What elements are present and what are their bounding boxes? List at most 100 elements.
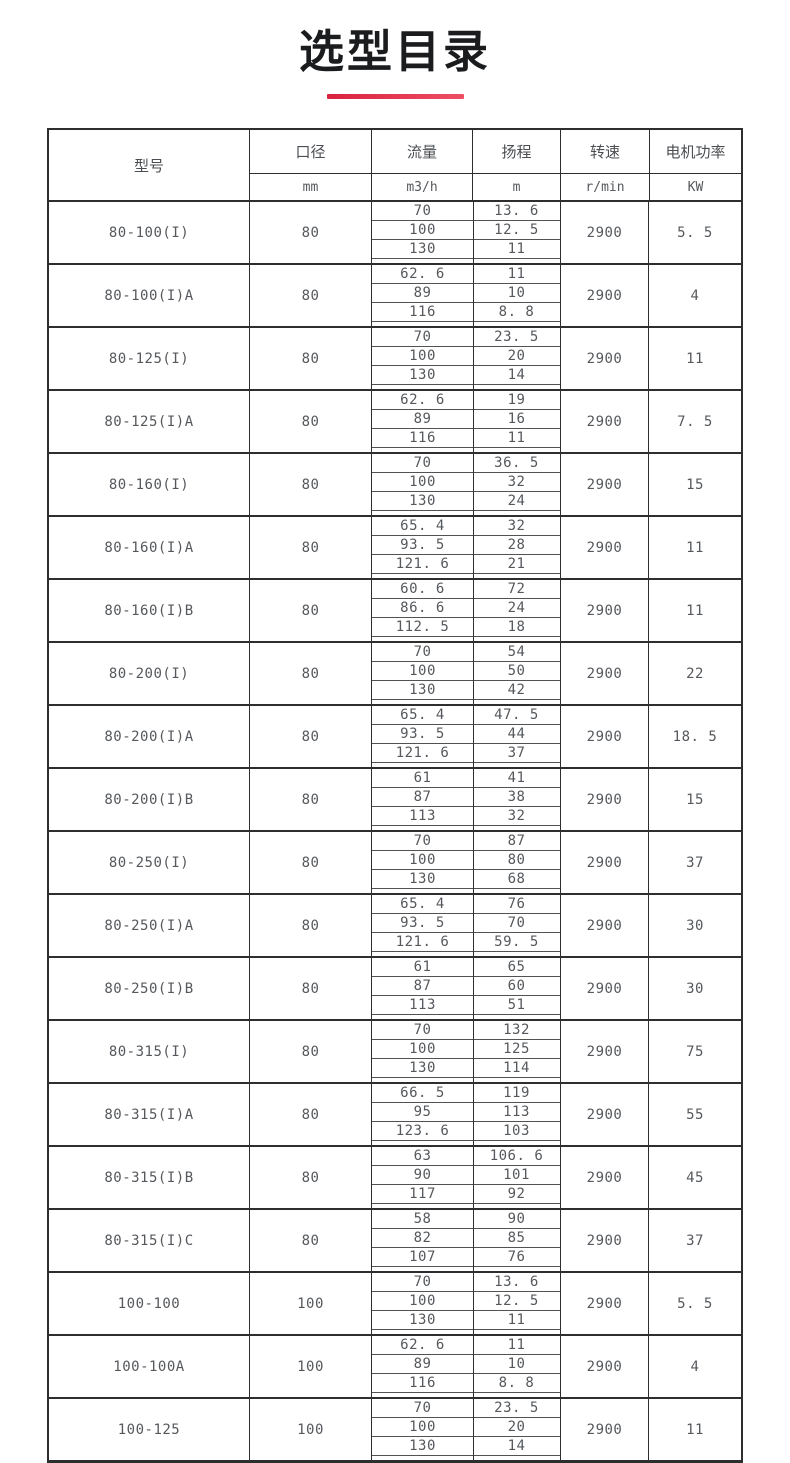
flow-head-cell: 70 23. 5 100 20 130 14 [372,1399,561,1460]
flow-head-subrow: 70 132 [372,1021,560,1040]
flow-head-subrow: 70 13. 6 [372,1273,560,1292]
flow-value: 65. 4 [400,707,445,723]
unit-flow: m3/h [372,174,473,200]
flow-head-subrow: 117 92 [372,1185,560,1204]
flow-head-cell: 61 65 87 60 113 51 [372,958,561,1019]
flow-head-cell: 65. 4 32 93. 5 28 121. 6 21 [372,517,561,578]
flow-head-subrow: 62. 6 11 [372,1336,560,1355]
flow-head-divider [473,517,474,578]
flow-head-subrow: 95 113 [372,1103,560,1122]
flow-head-subrow: 65. 4 76 [372,895,560,914]
head-value: 90 [507,1211,526,1227]
diameter-cell: 80 [250,454,372,515]
head-value: 70 [507,915,526,931]
flow-head-subrows: 70 132 100 125 130 114 [372,1021,560,1078]
flow-value: 63 [413,1148,432,1164]
model-cell: 100-125 [49,1399,250,1460]
flow-head-subrow: 82 85 [372,1229,560,1248]
flow-head-subrow: 93. 5 70 [372,914,560,933]
flow-head-subrow: 86. 6 24 [372,599,560,618]
speed-cell: 2900 [561,454,649,515]
flow-head-subrows: 65. 4 47. 5 93. 5 44 121. 6 37 [372,706,560,763]
table-row: 100-125 100 70 23. 5 100 20 130 14 2900 11 [49,1397,741,1460]
speed-cell: 2900 [561,832,649,893]
flow-value: 86. 6 [400,600,445,616]
table-row: 80-250(I)A 80 65. 4 76 93. 5 70 121. 6 59. 5 290… [49,893,741,956]
model-cell: 80-200(I)A [49,706,250,767]
flow-head-divider [473,391,474,452]
flow-value: 100 [409,348,436,364]
table-row: 100-100 100 70 13. 6 100 12. 5 130 11 2900 5. 5 [49,1271,741,1334]
head-value: 20 [507,1419,526,1435]
flow-head-subrow: 116 8. 8 [372,1374,560,1393]
power-cell: 5. 5 [677,224,713,241]
flow-value: 70 [413,833,432,849]
partial-row [49,1460,741,1461]
flow-head-subrow: 107 76 [372,1248,560,1267]
diameter-cell: 80 [250,832,372,893]
head-value: 10 [507,285,526,301]
col-header-power: 电机功率 [650,130,741,174]
diameter-cell: 80 [250,391,372,452]
flow-value: 130 [409,1438,436,1454]
flow-head-subrow: 112. 5 18 [372,618,560,637]
head-value: 44 [507,726,526,742]
flow-head-subrow: 58 90 [372,1210,560,1229]
flow-head-subrow: 62. 6 19 [372,391,560,410]
flow-head-divider [473,769,474,830]
head-value: 13. 6 [494,203,539,219]
power-cell: 45 [686,1169,704,1186]
power-cell: 4 [690,287,700,304]
flow-value: 89 [413,411,432,427]
page-title: 选型目录 [298,25,491,78]
flow-value: 62. 6 [400,1337,445,1353]
table-row: 80-315(I)A 80 66. 5 119 95 113 123. 6 103 2900 55 [49,1082,741,1145]
flow-head-divider [473,643,474,704]
table-row: 80-315(I) 80 70 132 100 125 130 114 2900 75 [49,1019,741,1082]
head-value: 85 [507,1230,526,1246]
head-value: 8. 8 [498,1375,535,1391]
table-row: 80-315(I)C 80 58 90 82 85 107 76 2900 37 [49,1208,741,1271]
diameter-cell: 80 [250,517,372,578]
speed-cell: 2900 [561,643,649,704]
power-cell: 37 [686,1232,704,1249]
flow-head-subrows: 65. 4 32 93. 5 28 121. 6 21 [372,517,560,574]
table-row: 80-250(I) 80 70 87 100 80 130 68 2900 37 [49,830,741,893]
head-value: 11 [507,1312,526,1328]
flow-head-subrow: 89 10 [372,1355,560,1374]
flow-value: 116 [409,430,436,446]
flow-value: 100 [409,1293,436,1309]
flow-value: 87 [413,789,432,805]
flow-head-subrow: 61 65 [372,958,560,977]
flow-value: 100 [409,1041,436,1057]
head-value: 23. 5 [494,1400,539,1416]
flow-head-subrow: 70 23. 5 [372,328,560,347]
head-value: 11 [507,1337,526,1353]
diameter-cell: 100 [250,1273,372,1334]
flow-head-cell: 58 90 82 85 107 76 [372,1210,561,1271]
model-cell: 80-315(I) [49,1021,250,1082]
head-value: 32 [507,808,526,824]
flow-value: 61 [413,770,432,786]
head-value: 21 [507,556,526,572]
flow-head-subrow: 123. 6 103 [372,1122,560,1141]
head-value: 11 [507,241,526,257]
head-value: 103 [503,1123,530,1139]
unit-power: KW [687,179,704,195]
flow-value: 58 [413,1211,432,1227]
flow-value: 100 [409,663,436,679]
flow-head-divider [473,1336,474,1397]
flow-value: 116 [409,304,436,320]
model-cell: 80-250(I)B [49,958,250,1019]
flow-head-subrow: 100 20 [372,347,560,366]
flow-value: 93. 5 [400,726,445,742]
flow-head-divider [473,895,474,956]
flow-head-subrows: 66. 5 119 95 113 123. 6 103 [372,1084,560,1141]
diameter-cell: 80 [250,1084,372,1145]
flow-head-divider [473,1084,474,1145]
speed-cell: 2900 [561,706,649,767]
flow-head-subrow: 63 106. 6 [372,1147,560,1166]
diameter-cell: 80 [250,769,372,830]
power-cell: 15 [686,476,704,493]
speed-cell: 2900 [561,1210,649,1271]
